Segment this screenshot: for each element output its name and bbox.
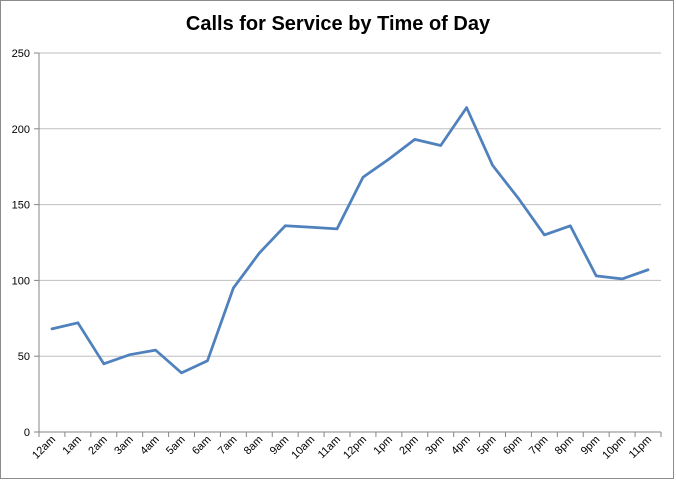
y-tick-label: 0 xyxy=(24,427,30,439)
x-tick-label: 4pm xyxy=(449,434,473,458)
y-tick-label: 200 xyxy=(12,124,30,136)
x-tick-label: 5pm xyxy=(475,434,499,458)
x-tick-label: 6pm xyxy=(501,434,525,458)
x-tick-label: 12am xyxy=(30,434,58,462)
data-point xyxy=(465,106,468,109)
data-point xyxy=(361,176,365,179)
y-tick-label: 100 xyxy=(12,275,30,287)
x-tick-label: 11am xyxy=(316,434,343,461)
x-tick-label: 8am xyxy=(242,434,266,458)
x-tick-label: 4am xyxy=(138,434,162,458)
x-tick-label: 10am xyxy=(289,434,317,462)
data-point xyxy=(491,163,494,167)
x-tick-label: 10pm xyxy=(600,434,628,462)
x-tick-label: 3pm xyxy=(423,434,447,458)
x-tick-label: 12pm xyxy=(341,434,369,462)
x-tick-label: 7pm xyxy=(527,434,551,458)
data-point xyxy=(154,348,157,352)
data-point xyxy=(595,274,598,278)
x-tick-label: 9am xyxy=(268,434,292,458)
x-tick-label: 2pm xyxy=(397,434,421,458)
x-tick-label: 3am xyxy=(112,434,136,458)
x-tick-label: 11pm xyxy=(627,434,654,461)
data-point xyxy=(206,359,209,362)
data-point xyxy=(102,362,105,365)
data-point xyxy=(646,268,650,271)
series xyxy=(50,106,650,375)
series-line xyxy=(50,106,650,375)
x-tick-label: 6am xyxy=(190,434,214,458)
x-tick-label: 1pm xyxy=(371,434,395,458)
data-point xyxy=(232,286,235,290)
x-tick-label: 7am xyxy=(216,434,240,458)
y-tick-label: 50 xyxy=(18,351,30,363)
data-point xyxy=(50,327,54,331)
data-point xyxy=(620,277,624,281)
x-tick-label: 1am xyxy=(60,434,84,458)
data-point xyxy=(335,227,339,231)
chart-title: Calls for Service by Time of Day xyxy=(185,13,491,35)
y-tick-label: 150 xyxy=(12,200,30,212)
x-tick-label: 8pm xyxy=(553,434,577,458)
data-point xyxy=(387,157,391,161)
data-point xyxy=(517,197,520,200)
y-tick-labels: 0 50 100 150 200 250 xyxy=(12,48,30,439)
x-tick-label: 9pm xyxy=(579,434,603,458)
data-point xyxy=(180,371,183,375)
x-tick-label: 2am xyxy=(86,434,110,458)
data-point xyxy=(543,233,546,237)
data-point xyxy=(569,224,572,228)
x-tick-labels: 12am 1am 2am 3am 4am 5am 6am 7am 8am 9am10am11am1… xyxy=(30,434,654,462)
data-point xyxy=(284,224,287,228)
data-point xyxy=(309,226,313,229)
data-point xyxy=(413,138,416,141)
data-point xyxy=(439,144,442,147)
data-point xyxy=(76,321,80,325)
x-tick-label: 5am xyxy=(164,434,188,458)
axes xyxy=(34,52,662,437)
data-point xyxy=(258,251,261,255)
y-tick-label: 250 xyxy=(12,48,30,60)
data-point xyxy=(128,353,131,356)
